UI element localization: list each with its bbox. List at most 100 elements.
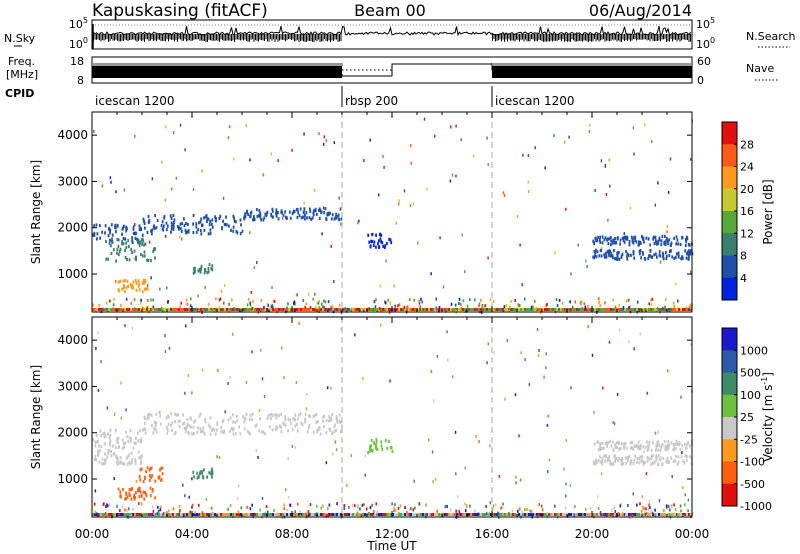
echo-cell	[602, 446, 605, 450]
echo-cell	[619, 446, 622, 451]
ground-scatter-cell	[328, 308, 330, 311]
ground-scatter-cell	[204, 308, 206, 311]
echo-cell	[599, 446, 601, 450]
echo-cell	[472, 154, 475, 158]
echo-cell	[325, 418, 328, 423]
ground-scatter-cell	[472, 308, 474, 311]
echo-cell	[632, 250, 635, 254]
ground-scatter-cell	[504, 513, 506, 516]
echo-cell	[610, 252, 613, 256]
echo-cell	[611, 440, 614, 444]
echo-cell	[649, 243, 651, 247]
echo-cell	[145, 287, 148, 291]
echo-cell	[330, 386, 332, 390]
echo-cell	[138, 486, 141, 490]
echo-cell	[547, 414, 549, 418]
echo-cell	[260, 348, 262, 352]
echo-cell	[190, 425, 192, 429]
echo-cell	[619, 504, 622, 508]
echo-cell	[210, 307, 212, 311]
echo-cell	[626, 252, 629, 257]
echo-cell	[143, 281, 146, 285]
echo-cell	[275, 413, 278, 417]
echo-cell	[110, 449, 112, 454]
echo-cell	[140, 502, 143, 506]
echo-cell	[318, 306, 321, 310]
echo-cell	[382, 154, 384, 158]
echo-cell	[631, 440, 634, 444]
ground-scatter-cell	[660, 513, 662, 516]
echo-cell	[390, 241, 393, 245]
echo-cell	[163, 215, 166, 219]
x-tick-label: 08:00	[275, 527, 310, 541]
echo-cell	[382, 244, 385, 248]
echo-cell	[600, 254, 603, 258]
ground-scatter-cell	[132, 308, 134, 311]
ground-scatter-cell	[178, 308, 180, 311]
echo-cell	[147, 214, 150, 219]
echo-cell	[668, 309, 671, 313]
echo-cell	[264, 512, 267, 516]
echo-cell	[205, 219, 208, 224]
echo-cell	[386, 446, 389, 451]
echo-cell	[137, 489, 139, 493]
echo-cell	[103, 431, 106, 435]
ground-scatter-cell	[512, 308, 514, 311]
echo-cell	[176, 224, 179, 229]
echo-cell	[329, 428, 332, 432]
echo-cell	[232, 432, 235, 436]
echo-cell	[161, 160, 163, 164]
echo-cell	[271, 209, 274, 213]
ground-scatter-cell	[634, 308, 636, 311]
echo-cell	[173, 221, 175, 225]
echo-cell	[93, 129, 95, 133]
echo-cell	[314, 292, 316, 296]
ground-scatter-cell	[148, 308, 150, 311]
echo-cell	[173, 432, 176, 436]
echo-cell	[143, 219, 145, 223]
echo-cell	[410, 161, 412, 165]
echo-cell	[602, 386, 604, 390]
echo-cell	[159, 422, 162, 426]
echo-cell	[380, 233, 383, 237]
echo-cell	[145, 492, 147, 496]
ground-scatter-cell	[372, 513, 374, 516]
echo-cell	[249, 158, 251, 162]
echo-cell	[177, 419, 180, 424]
echo-cell	[645, 472, 648, 476]
ground-scatter-cell	[238, 513, 240, 516]
echo-cell	[371, 449, 374, 453]
echo-cell	[104, 434, 107, 438]
echo-cell	[498, 474, 501, 478]
ground-scatter-cell	[136, 513, 138, 516]
echo-cell	[144, 490, 147, 495]
nsky-tick-top: 105	[69, 16, 88, 31]
echo-cell	[392, 506, 395, 510]
echo-cell	[294, 418, 297, 422]
echo-cell	[138, 282, 141, 287]
echo-cell	[408, 298, 411, 302]
ground-scatter-cell	[506, 308, 508, 311]
echo-cell	[321, 232, 323, 236]
ground-scatter-cell	[632, 513, 634, 516]
echo-cell	[616, 237, 619, 241]
echo-cell	[209, 219, 212, 223]
ground-scatter-cell	[274, 513, 276, 516]
echo-cell	[571, 305, 574, 309]
echo-cell	[203, 228, 206, 232]
echo-cell	[106, 406, 109, 410]
echo-cell	[227, 418, 230, 422]
ground-scatter-cell	[672, 308, 674, 311]
ground-scatter-cell	[474, 308, 476, 311]
echo-cell	[665, 459, 668, 464]
echo-cell	[503, 305, 506, 309]
echo-cell	[441, 513, 444, 517]
ground-scatter-cell	[234, 513, 236, 516]
echo-cell	[643, 240, 645, 244]
echo-cell	[118, 461, 121, 465]
echo-cell	[310, 217, 313, 221]
echo-cell	[239, 231, 242, 236]
echo-cell	[306, 430, 309, 434]
ground-scatter-cell	[600, 513, 602, 516]
echo-cell	[148, 478, 151, 482]
